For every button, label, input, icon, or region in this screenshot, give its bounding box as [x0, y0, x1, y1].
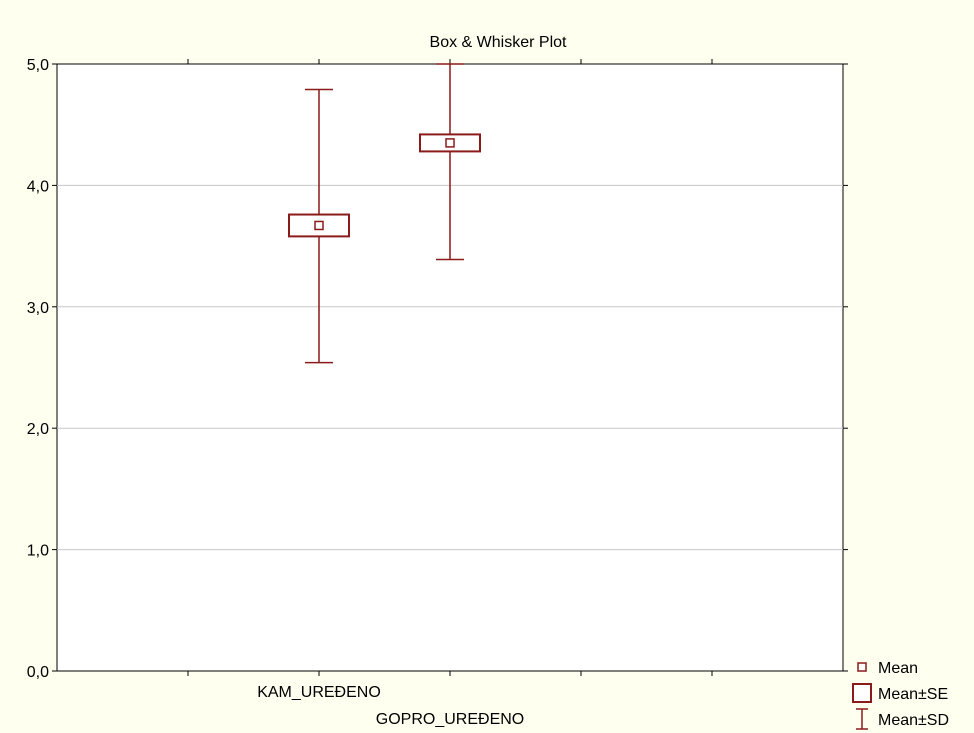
- x-tick-label: KAM_UREĐENO: [257, 684, 381, 701]
- legend-sd-icon: [856, 708, 868, 730]
- y-tick-label: 1,0: [27, 543, 49, 560]
- legend-item: Mean±SD: [856, 708, 949, 730]
- box-whisker-2: [419, 63, 481, 261]
- y-tick-label: 2,0: [27, 421, 49, 438]
- y-tick-label: 4,0: [27, 178, 49, 195]
- legend-item: Mean±SE: [852, 683, 948, 703]
- legend-item: Mean: [857, 660, 918, 677]
- x-axis: KAM_UREĐENO GOPRO_UREĐENO: [187, 59, 713, 728]
- y-axis: 0,0 1,0 2,0 3,0 4,0 5,0: [27, 57, 848, 681]
- legend: Mean Mean±SE Mean±SD: [852, 660, 949, 730]
- chart-marks: [288, 63, 481, 364]
- legend-mean-icon: [857, 662, 867, 672]
- legend-se-icon: [852, 683, 872, 703]
- legend-label: Mean±SD: [878, 712, 949, 729]
- chart-title: Box & Whisker Plot: [430, 34, 567, 51]
- x-tick-label: GOPRO_UREĐENO: [376, 711, 524, 728]
- legend-label: Mean: [878, 660, 918, 677]
- y-tick-label: 0,0: [27, 664, 49, 681]
- legend-label: Mean±SE: [878, 686, 948, 703]
- box-whisker-1: [288, 88, 350, 364]
- y-tick-label: 5,0: [27, 57, 49, 74]
- mean-marker: [314, 220, 324, 231]
- y-tick-label: 3,0: [27, 300, 49, 317]
- mean-marker: [445, 138, 455, 148]
